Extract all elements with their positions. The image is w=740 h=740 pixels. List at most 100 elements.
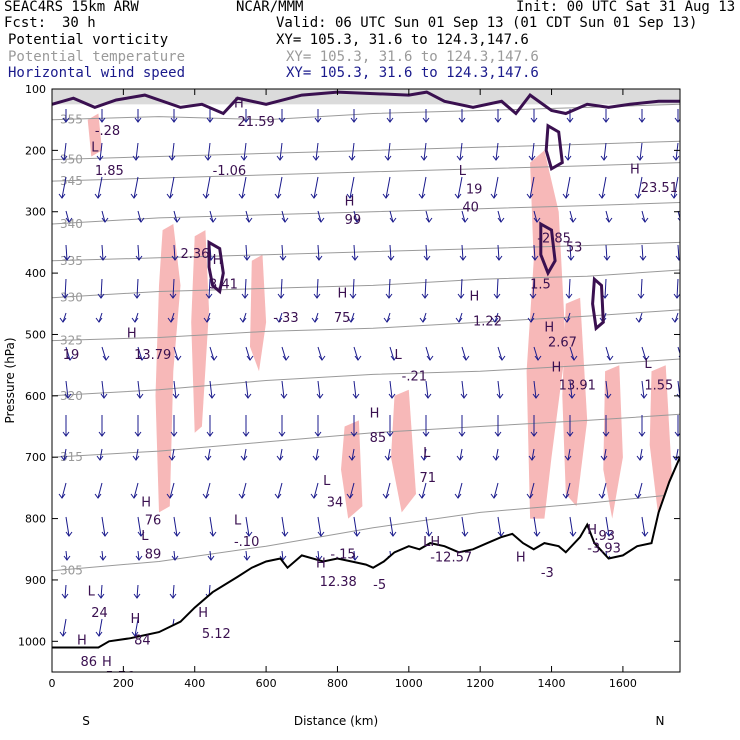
wind-arrow-head <box>210 355 218 361</box>
wind-arrow <box>461 380 465 399</box>
wind-arrow-head <box>316 393 324 399</box>
wind-arrow <box>317 516 322 537</box>
wind-arrow-head <box>313 293 321 299</box>
wind-arrow <box>422 312 427 323</box>
wind-arrow-head <box>635 317 643 323</box>
forecast-label: Fcst: <box>4 15 47 31</box>
wind-arrow-head <box>101 531 109 537</box>
wind-arrow-head <box>240 155 248 161</box>
wind-arrow-head <box>492 455 500 461</box>
wind-arrow-head <box>202 193 210 199</box>
model-title: SEAC4RS 15km ARW <box>4 0 139 15</box>
y-tick-label-800: 800 <box>25 513 46 526</box>
wind-arrow <box>460 278 463 299</box>
wind-arrow <box>173 550 176 561</box>
wind-arrow <box>173 516 178 537</box>
wind-arrow <box>641 210 646 223</box>
wind-arrow <box>421 176 427 199</box>
shaded-region-7 <box>603 365 623 519</box>
wind-arrow-head <box>136 393 144 399</box>
wind-arrow <box>601 482 607 499</box>
wind-arrow-head <box>134 431 142 437</box>
wind-arrow <box>565 176 571 199</box>
wind-arrow-head <box>172 393 180 399</box>
wind-arrow <box>209 346 215 361</box>
valid-time: Valid: 06 UTC Sun 01 Sep 13 (01 CDT Sun … <box>276 15 698 31</box>
wind-arrow <box>673 176 679 199</box>
wind-arrow <box>241 482 247 499</box>
wind-arrow <box>65 516 70 537</box>
wind-arrow-head <box>638 117 646 123</box>
y-axis-label: Pressure (hPa) <box>3 337 17 423</box>
wind-arrow <box>317 380 321 399</box>
extremum-label-26: 1.5 <box>530 277 551 292</box>
wind-arrow <box>495 142 499 161</box>
wind-arrow <box>207 448 211 461</box>
south-end-label: S <box>82 714 90 728</box>
x-tick-label-0: 0 <box>49 677 56 690</box>
extremum-label-25: 1.22 <box>473 314 502 329</box>
wind-arrow <box>65 210 70 223</box>
wind-arrow-head <box>386 117 394 123</box>
wind-arrow-head <box>279 555 287 561</box>
wind-arrow <box>281 550 284 561</box>
wind-arrow <box>385 176 391 199</box>
theta-contour-label-330: 330 <box>60 291 83 305</box>
wind-arrow-head <box>389 217 397 223</box>
wind-arrow-head <box>280 393 288 399</box>
wind-arrow <box>171 448 175 461</box>
wind-arrow-head <box>63 255 71 261</box>
wind-arrow <box>133 176 139 199</box>
wind-arrow-head <box>310 493 318 499</box>
wind-arrow-head <box>169 593 177 599</box>
wind-arrow <box>353 550 356 561</box>
wind-arrow <box>137 550 140 561</box>
wind-arrow-head <box>173 217 181 223</box>
extremum-label-55: H <box>587 523 597 538</box>
wind-arrow-head <box>206 117 214 123</box>
wind-arrow-head <box>606 355 614 361</box>
wind-arrow-head <box>385 293 393 299</box>
x-tick-label-400: 400 <box>184 677 205 690</box>
wind-arrow-head <box>461 217 469 223</box>
wind-arrow <box>605 346 611 361</box>
wind-arrow <box>137 244 140 261</box>
shaded-region-4 <box>391 389 416 513</box>
wind-arrow-head <box>65 217 73 223</box>
wind-arrow-head <box>569 217 577 223</box>
theta-contour-320 <box>52 358 680 397</box>
extremum-label-11: 99 <box>345 213 362 228</box>
wind-arrow-head <box>642 355 650 361</box>
wind-arrow-head <box>353 531 361 537</box>
wind-arrow <box>353 380 357 399</box>
wind-arrow-head <box>98 117 106 123</box>
wind-arrow-head <box>352 393 360 399</box>
extremum-label-50: LH <box>423 535 440 550</box>
wind-arrow <box>136 278 139 299</box>
shaded-region-8 <box>649 365 673 519</box>
wind-arrow-head <box>64 393 72 399</box>
wind-arrow-head <box>209 217 217 223</box>
wind-arrow-head <box>634 193 642 199</box>
wind-arrow-head <box>204 155 212 161</box>
wind-arrow <box>277 176 283 199</box>
y-tick-label-300: 300 <box>25 206 46 219</box>
wind-arrow-head <box>240 455 248 461</box>
wind-arrow <box>349 482 355 499</box>
extremum-label-21: L <box>459 164 467 179</box>
extremum-label-28: 53 <box>566 241 583 256</box>
extremum-label-53: -5 <box>373 578 386 593</box>
wind-arrow-head <box>243 255 251 261</box>
wind-arrow <box>317 210 322 223</box>
wind-arrow-head <box>137 531 145 537</box>
wind-arrow <box>245 210 250 223</box>
wind-arrow <box>389 516 394 537</box>
wind-arrow-head <box>495 255 503 261</box>
wind-arrow <box>603 142 607 161</box>
extremum-label-33: H <box>630 163 640 178</box>
extremum-label-2: 1.85 <box>95 164 124 179</box>
wind-arrow <box>279 142 283 161</box>
theta-contour-label-355: 355 <box>60 113 83 127</box>
theta-contour-340 <box>52 202 680 225</box>
wind-arrow-head <box>422 117 430 123</box>
